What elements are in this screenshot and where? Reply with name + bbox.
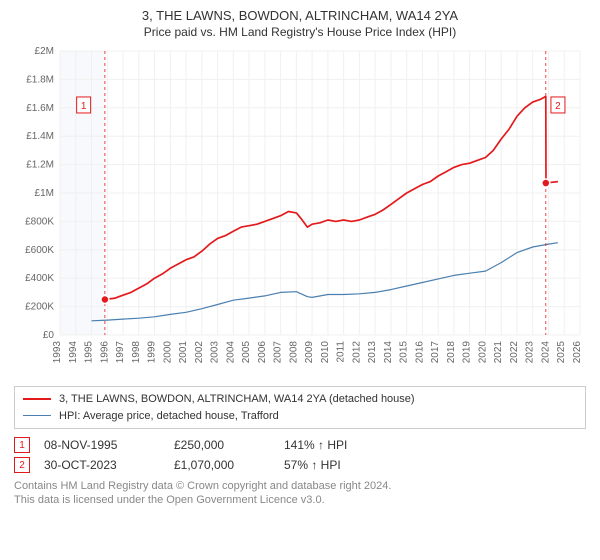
price-chart: 1993 1994 1995 1996 1997 1998 1999 2000 2001 2002… bbox=[14, 45, 586, 380]
svg-text:2013: 2013 bbox=[367, 341, 378, 364]
legend-item: 3, THE LAWNS, BOWDON, ALTRINCHAM, WA14 2… bbox=[23, 391, 577, 408]
svg-text:1998: 1998 bbox=[131, 341, 142, 364]
svg-text:2004: 2004 bbox=[225, 341, 236, 364]
svg-text:1996: 1996 bbox=[99, 341, 110, 364]
page-subtitle: Price paid vs. HM Land Registry's House … bbox=[14, 25, 586, 39]
svg-text:2023: 2023 bbox=[525, 341, 536, 364]
svg-text:£200K: £200K bbox=[25, 302, 54, 313]
svg-text:2009: 2009 bbox=[304, 341, 315, 364]
svg-text:£600K: £600K bbox=[25, 245, 54, 256]
svg-text:£1.8M: £1.8M bbox=[26, 74, 54, 85]
transaction-row: 2 30-OCT-2023 £1,070,000 57% ↑ HPI bbox=[14, 457, 586, 473]
svg-text:2008: 2008 bbox=[288, 341, 299, 364]
svg-text:2006: 2006 bbox=[257, 341, 268, 364]
svg-text:2016: 2016 bbox=[414, 341, 425, 364]
svg-text:2017: 2017 bbox=[430, 341, 441, 364]
transaction-marker-icon: 1 bbox=[14, 437, 30, 453]
legend-item: HPI: Average price, detached house, Traf… bbox=[23, 408, 577, 425]
transaction-date: 30-OCT-2023 bbox=[44, 458, 174, 472]
svg-text:2019: 2019 bbox=[462, 341, 473, 364]
svg-text:£1M: £1M bbox=[35, 188, 54, 199]
svg-text:£400K: £400K bbox=[25, 273, 54, 284]
svg-text:1995: 1995 bbox=[84, 341, 95, 364]
svg-text:1999: 1999 bbox=[147, 341, 158, 364]
svg-text:2001: 2001 bbox=[178, 341, 189, 364]
svg-text:£1.2M: £1.2M bbox=[26, 160, 54, 171]
transaction-date: 08-NOV-1995 bbox=[44, 438, 174, 452]
svg-text:2010: 2010 bbox=[320, 341, 331, 364]
transaction-delta: 57% ↑ HPI bbox=[284, 458, 341, 472]
svg-text:2015: 2015 bbox=[399, 341, 410, 364]
svg-text:2: 2 bbox=[555, 101, 561, 112]
svg-text:1994: 1994 bbox=[68, 341, 79, 364]
svg-text:2005: 2005 bbox=[241, 341, 252, 364]
svg-text:2012: 2012 bbox=[351, 341, 362, 364]
svg-text:2003: 2003 bbox=[210, 341, 221, 364]
svg-text:£2M: £2M bbox=[35, 46, 54, 57]
legend-label: HPI: Average price, detached house, Traf… bbox=[59, 408, 279, 425]
transaction-list: 1 08-NOV-1995 £250,000 141% ↑ HPI 2 30-O… bbox=[14, 437, 586, 473]
page-title: 3, THE LAWNS, BOWDON, ALTRINCHAM, WA14 2… bbox=[14, 8, 586, 23]
svg-text:2025: 2025 bbox=[556, 341, 567, 364]
transaction-row: 1 08-NOV-1995 £250,000 141% ↑ HPI bbox=[14, 437, 586, 453]
svg-text:2002: 2002 bbox=[194, 341, 205, 364]
svg-text:2011: 2011 bbox=[336, 341, 347, 363]
legend-label: 3, THE LAWNS, BOWDON, ALTRINCHAM, WA14 2… bbox=[59, 391, 415, 408]
footnote: Contains HM Land Registry data © Crown c… bbox=[14, 479, 586, 508]
svg-text:2021: 2021 bbox=[493, 341, 504, 364]
transaction-marker-icon: 2 bbox=[14, 457, 30, 473]
svg-text:£0: £0 bbox=[43, 330, 55, 341]
legend: 3, THE LAWNS, BOWDON, ALTRINCHAM, WA14 2… bbox=[14, 386, 586, 429]
svg-text:2000: 2000 bbox=[162, 341, 173, 364]
svg-text:2020: 2020 bbox=[477, 341, 488, 364]
svg-text:2026: 2026 bbox=[572, 341, 583, 364]
transaction-price: £1,070,000 bbox=[174, 458, 284, 472]
svg-text:1: 1 bbox=[81, 101, 87, 112]
svg-text:£1.4M: £1.4M bbox=[26, 131, 54, 142]
transaction-delta: 141% ↑ HPI bbox=[284, 438, 347, 452]
svg-text:1997: 1997 bbox=[115, 341, 126, 364]
svg-text:£1.6M: £1.6M bbox=[26, 103, 54, 114]
svg-text:2022: 2022 bbox=[509, 341, 520, 364]
svg-text:1993: 1993 bbox=[52, 341, 63, 364]
svg-text:£800K: £800K bbox=[25, 216, 54, 227]
svg-text:2018: 2018 bbox=[446, 341, 457, 364]
transaction-price: £250,000 bbox=[174, 438, 284, 452]
svg-text:2007: 2007 bbox=[273, 341, 284, 364]
svg-text:2014: 2014 bbox=[383, 341, 394, 364]
svg-text:2024: 2024 bbox=[540, 341, 551, 364]
